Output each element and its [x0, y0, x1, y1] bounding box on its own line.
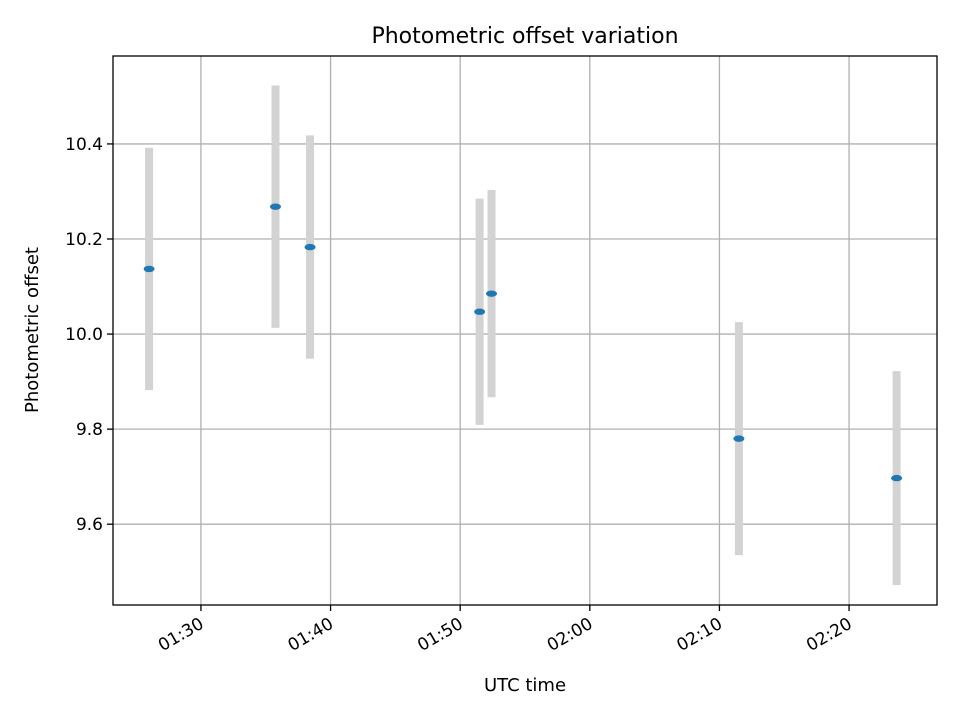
data-point [474, 308, 486, 315]
gridlines [113, 56, 937, 605]
data-point [486, 290, 498, 297]
y-axis-label: Photometric offset [22, 247, 43, 413]
x-axis-label: UTC time [484, 675, 566, 696]
y-tick-label: 10.2 [65, 230, 103, 250]
chart-title: Photometric offset variation [371, 24, 678, 49]
data-points [143, 203, 903, 482]
data-point [891, 474, 903, 482]
data-point [733, 435, 745, 442]
data-point [269, 203, 281, 210]
plot-frame [112, 55, 938, 606]
y-tick-label: 9.8 [76, 420, 103, 440]
y-tick-label: 9.6 [76, 515, 103, 535]
data-point [304, 243, 316, 251]
y-axis-ticks: 9.6 9.8 10.0 10.2 10.4 [65, 135, 113, 535]
y-tick-label: 10.4 [65, 135, 103, 155]
data-point [143, 265, 155, 273]
y-tick-label: 10.0 [65, 325, 103, 345]
